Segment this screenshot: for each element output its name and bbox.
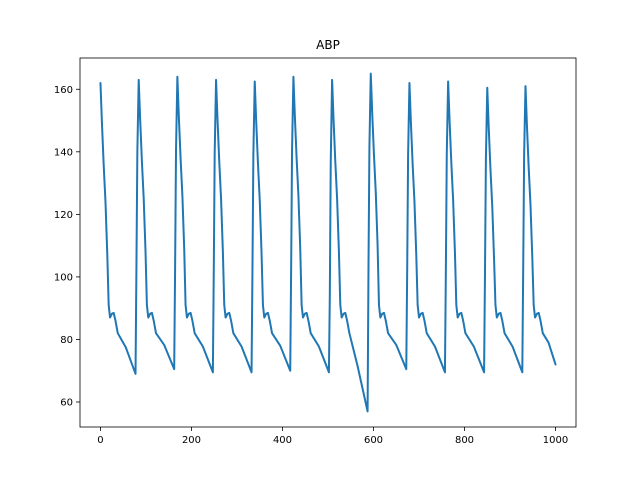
plot-area xyxy=(99,72,557,413)
abp-series-line xyxy=(99,72,557,413)
y-tick-label: 60 xyxy=(60,397,73,408)
y-tick-label: 80 xyxy=(60,335,73,346)
x-tick-label: 800 xyxy=(455,435,474,446)
y-tick-label: 160 xyxy=(54,85,73,96)
axis-ticks: 0 200 400 600 800 1000 60 80 100 120 140 160 xyxy=(54,85,568,446)
x-tick-label: 0 xyxy=(97,435,103,446)
x-tick-label: 1000 xyxy=(543,435,568,446)
chart-title: ABP xyxy=(316,38,340,52)
plot-frame xyxy=(79,57,577,428)
y-tick-label: 120 xyxy=(54,210,73,221)
y-tick-label: 100 xyxy=(54,272,73,283)
x-tick-label: 200 xyxy=(182,435,201,446)
x-tick-label: 600 xyxy=(364,435,383,446)
y-tick-label: 140 xyxy=(54,147,73,158)
x-tick-label: 400 xyxy=(273,435,292,446)
